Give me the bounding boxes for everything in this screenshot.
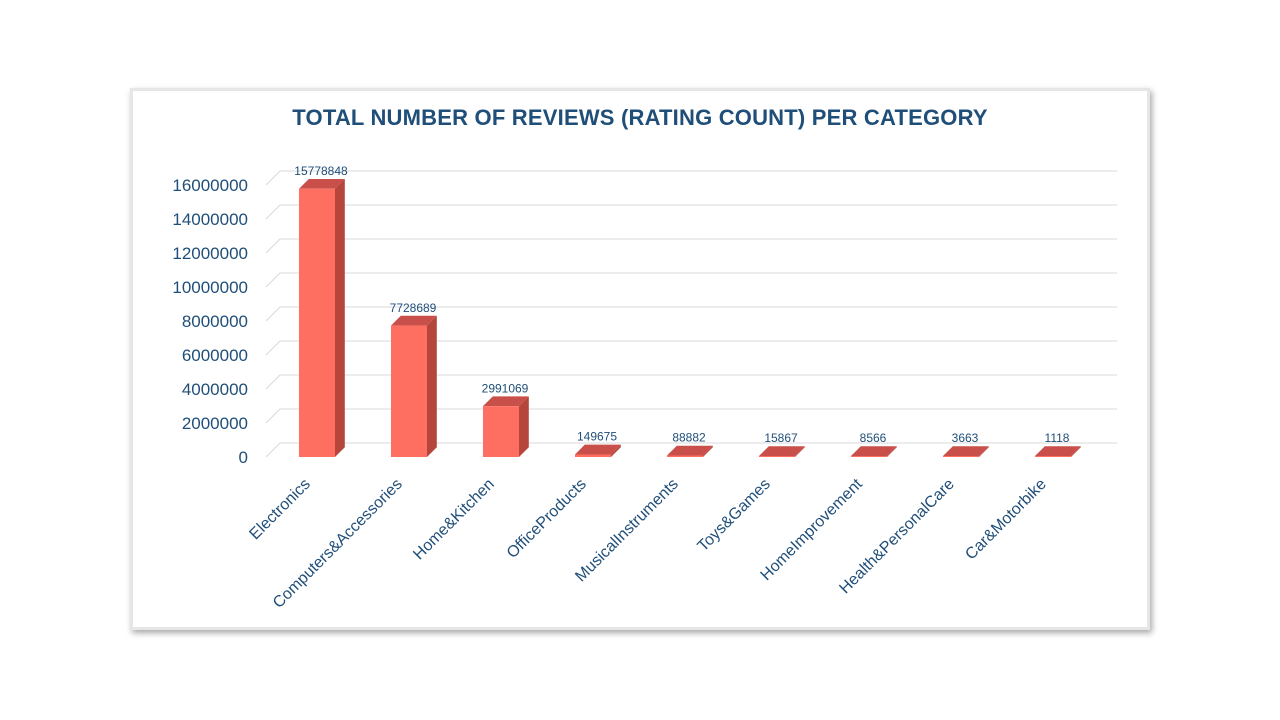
gridline — [265, 272, 1117, 288]
gridline — [265, 238, 1117, 254]
gridline — [265, 170, 1117, 186]
bar-chart: 0 2000000 4000000 6000000 8000000 10000000 120… — [172, 164, 1117, 612]
gridline — [265, 442, 1117, 458]
bar — [1035, 456, 1071, 457]
gridline — [265, 374, 1117, 390]
y-tick-label: 6000000 — [182, 346, 248, 365]
y-tick-label: 2000000 — [182, 414, 248, 433]
bar-side — [703, 445, 713, 457]
bar-side — [427, 315, 437, 457]
y-tick-label: 4000000 — [182, 380, 248, 399]
chart-title: TOTAL NUMBER OF REVIEWS (RATING COUNT) P… — [292, 105, 988, 130]
x-tick-label: Home&Kitchen — [410, 476, 497, 563]
data-label: 2991069 — [482, 381, 529, 395]
y-tick-label: 10000000 — [172, 278, 248, 297]
bar — [391, 325, 427, 457]
x-tick-label: HomeImprovement — [758, 475, 867, 584]
bar-side — [887, 446, 897, 457]
data-labels: 15778848 7728689 2991069 149675 88882 15867 85… — [294, 164, 1069, 445]
y-axis-ticks: 0 2000000 4000000 6000000 8000000 10000000 120… — [172, 176, 248, 467]
bar — [483, 406, 519, 457]
bar-top — [759, 446, 805, 456]
gridline — [265, 340, 1117, 356]
bar-side — [1071, 446, 1081, 457]
data-label: 15867 — [764, 431, 798, 445]
bar — [667, 455, 703, 457]
data-label: 8566 — [860, 431, 887, 445]
data-label: 3663 — [952, 431, 979, 445]
gridlines — [265, 170, 1117, 458]
y-tick-label: 12000000 — [172, 244, 248, 263]
data-label: 1118 — [1045, 431, 1070, 445]
x-tick-label: Electronics — [246, 476, 313, 543]
bar-top — [483, 396, 529, 407]
bar-side — [979, 446, 989, 457]
data-label: 15778848 — [294, 164, 348, 178]
bar — [851, 456, 887, 457]
bar — [299, 188, 335, 457]
y-tick-label: 0 — [239, 448, 248, 467]
data-label: 7728689 — [390, 301, 437, 315]
bar-top — [851, 446, 897, 456]
data-label: 149675 — [577, 430, 617, 444]
bar-side — [335, 178, 345, 457]
gridline — [265, 204, 1117, 220]
x-tick-label: OfficeProducts — [504, 476, 590, 562]
x-tick-label: Toys&Games — [695, 476, 774, 555]
bar-top — [943, 446, 989, 456]
y-tick-label: 8000000 — [182, 312, 248, 331]
x-tick-label: Car&Motorbike — [962, 476, 1050, 564]
gridline — [265, 408, 1117, 424]
y-tick-label: 14000000 — [172, 210, 248, 229]
bar — [575, 454, 611, 457]
bars — [299, 178, 1081, 457]
chart-frame: TOTAL NUMBER OF REVIEWS (RATING COUNT) P… — [130, 88, 1150, 630]
gridline — [265, 306, 1117, 322]
bar-top — [391, 315, 437, 326]
y-tick-label: 16000000 — [172, 176, 248, 195]
bar-top — [575, 444, 621, 455]
bar-top — [667, 445, 713, 456]
bar-side — [519, 396, 529, 457]
data-label: 88882 — [672, 431, 706, 445]
x-tick-label: MusicalInstruments — [572, 476, 681, 585]
bar-top — [1035, 446, 1081, 456]
bar-side — [611, 444, 621, 457]
bar-top — [299, 178, 345, 189]
bar — [759, 456, 795, 457]
bar-side — [795, 446, 805, 457]
bar — [943, 456, 979, 457]
